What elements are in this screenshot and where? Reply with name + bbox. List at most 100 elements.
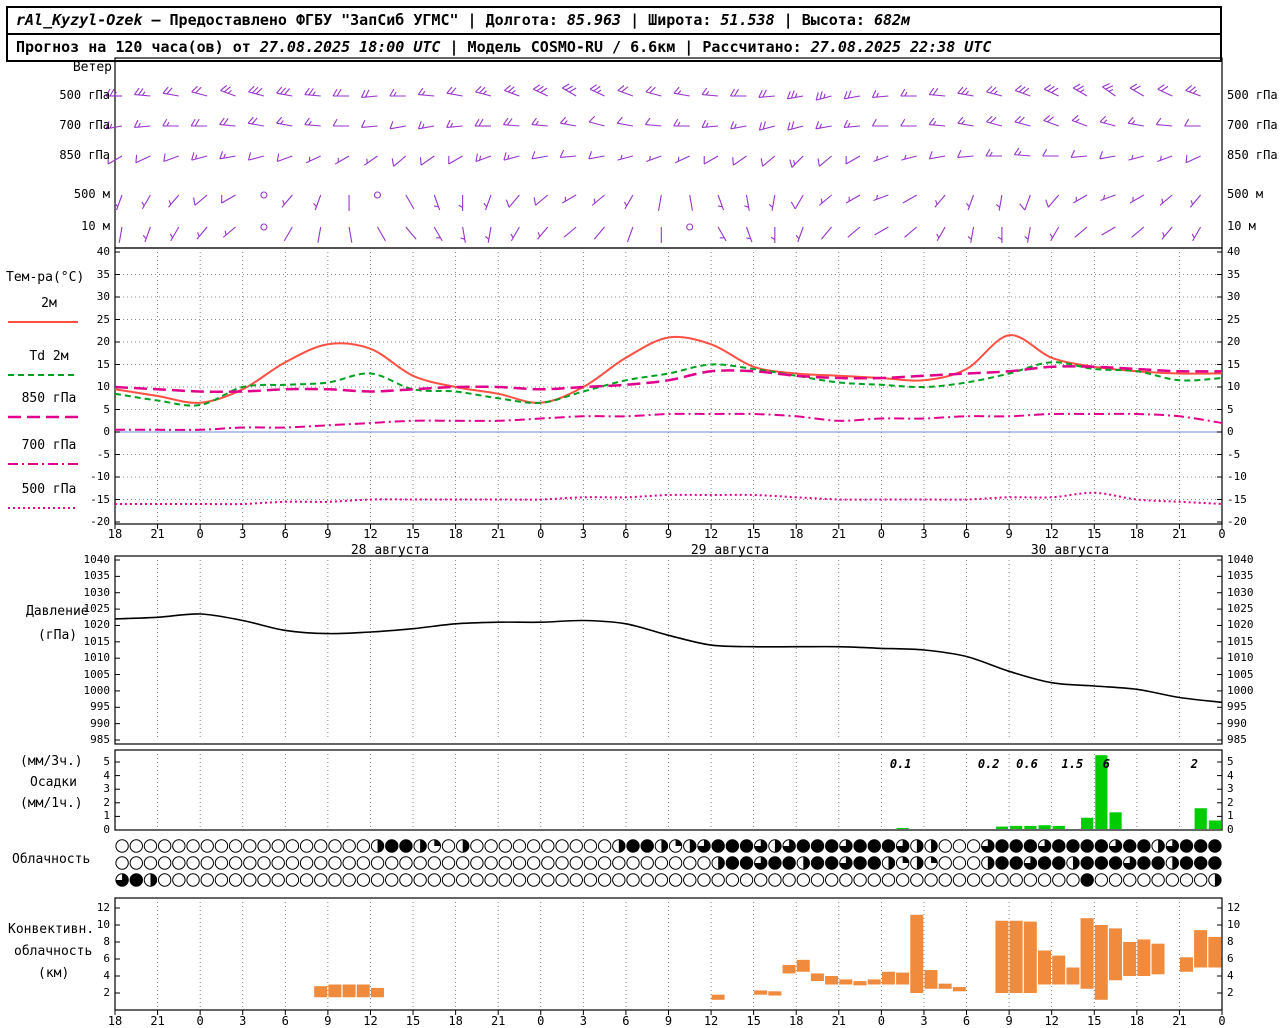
x-tick-label: 6: [613, 1014, 639, 1028]
precip-ytick-label: 1: [86, 809, 110, 822]
precip-ytick-label: 3: [1227, 782, 1234, 795]
wind-level-label: 10 м: [1227, 219, 1256, 233]
wind-level-label: 500 м: [1227, 187, 1263, 201]
x-tick-label: 18: [102, 527, 128, 541]
pressure-ytick-label: 1040: [72, 553, 110, 566]
temp-ytick-label: 35: [76, 268, 110, 281]
pressure-ytick-label: 1000: [1227, 684, 1254, 697]
date-label: 30 августа: [1015, 543, 1125, 558]
x-tick-label: 0: [187, 1014, 213, 1028]
x-tick-label: 21: [826, 1014, 852, 1028]
x-tick-label: 6: [272, 1014, 298, 1028]
temp-ytick-label: 35: [1227, 268, 1240, 281]
precip-bars: [897, 755, 1221, 829]
conv-label-line2: облачность: [14, 944, 92, 959]
temp-ytick-label: -15: [1227, 493, 1247, 506]
x-tick-label: 3: [230, 1014, 256, 1028]
legend-item-label: 850 гПа: [2, 391, 96, 406]
x-tick-label: 9: [996, 1014, 1022, 1028]
date-label: 29 августа: [675, 543, 785, 558]
conv-ytick-label: 12: [1227, 901, 1240, 914]
pressure-ytick-label: 990: [1227, 717, 1247, 730]
temp-ytick-label: 40: [1227, 245, 1240, 258]
conv-ytick-label: 2: [82, 986, 110, 999]
wind-level-label: 500 м: [40, 187, 110, 201]
pressure-ytick-label: 1010: [1227, 651, 1254, 664]
x-tick-label: 12: [1039, 1014, 1065, 1028]
wind-level-label: 500 гПа: [40, 88, 110, 102]
x-tick-label: 15: [741, 527, 767, 541]
x-tick-label: 0: [868, 527, 894, 541]
x-tick-label: 21: [826, 527, 852, 541]
pressure-ytick-label: 985: [1227, 733, 1247, 746]
legend-item-label: 2м: [2, 296, 96, 311]
temp-ytick-label: 5: [1227, 403, 1234, 416]
x-tick-label: 0: [1209, 527, 1235, 541]
x-tick-label: 0: [187, 527, 213, 541]
x-tick-label: 18: [443, 1014, 469, 1028]
series-850 гПа: [115, 366, 1222, 391]
x-tick-label: 3: [570, 1014, 596, 1028]
conv-ytick-label: 4: [82, 969, 110, 982]
x-tick-label: 21: [485, 527, 511, 541]
temp-ytick-label: -10: [1227, 470, 1247, 483]
precip-sum-label: 2: [1191, 757, 1198, 771]
precip-ytick-label: 5: [1227, 755, 1234, 768]
conv-ytick-label: 6: [1227, 952, 1234, 965]
precip-ytick-label: 5: [86, 755, 110, 768]
pressure-ytick-label: 1035: [72, 569, 110, 582]
x-tick-label: 21: [145, 527, 171, 541]
temp-ytick-label: 25: [76, 313, 110, 326]
conv-ytick-label: 2: [1227, 986, 1234, 999]
x-tick-label: 15: [1081, 1014, 1107, 1028]
x-tick-label: 18: [102, 1014, 128, 1028]
precip-ytick-label: 0: [1227, 823, 1234, 836]
conv-ytick-label: 8: [1227, 935, 1234, 948]
precip-label-line2: Осадки: [30, 775, 77, 790]
pressure-ytick-label: 1025: [72, 602, 110, 615]
precip-ytick-label: 2: [1227, 796, 1234, 809]
x-tick-label: 21: [485, 1014, 511, 1028]
temp-ytick-label: 10: [1227, 380, 1240, 393]
x-tick-label: 21: [1166, 1014, 1192, 1028]
pressure-ytick-label: 1030: [72, 586, 110, 599]
x-tick-label: 12: [357, 527, 383, 541]
pressure-ytick-label: 1015: [1227, 635, 1254, 648]
precip-label-line1: (мм/3ч.): [20, 754, 83, 769]
pressure-ytick-label: 1005: [1227, 668, 1254, 681]
precip-sum-label: 0.6: [1016, 757, 1038, 771]
precip-ytick-label: 2: [86, 796, 110, 809]
x-tick-label: 15: [741, 1014, 767, 1028]
x-tick-label: 6: [954, 527, 980, 541]
x-tick-label: 9: [315, 1014, 341, 1028]
cloud-cover-rows: [116, 840, 1221, 886]
x-tick-label: 15: [400, 1014, 426, 1028]
conv-ytick-label: 4: [1227, 969, 1234, 982]
pressure-ytick-label: 995: [1227, 700, 1247, 713]
wind-level-label: 700 гПа: [1227, 118, 1278, 132]
convective-bars: [314, 915, 1221, 1000]
temp-panel-title: Тем-ра(°C): [6, 270, 84, 285]
temp-ytick-label: 20: [76, 335, 110, 348]
legend-item-label: Td 2м: [2, 349, 96, 364]
wind-level-label: 500 гПа: [1227, 88, 1278, 102]
precip-sum-label: 1.5: [1062, 757, 1084, 771]
x-tick-label: 18: [1124, 527, 1150, 541]
temp-ytick-label: 15: [1227, 358, 1240, 371]
pressure-ytick-label: 1040: [1227, 553, 1254, 566]
x-tick-label: 18: [783, 1014, 809, 1028]
pressure-ytick-label: 990: [72, 717, 110, 730]
cloud-panel-title: Облачность: [12, 852, 90, 867]
series-500 гПа: [115, 493, 1222, 504]
conv-ytick-label: 6: [82, 952, 110, 965]
pressure-ytick-label: 1030: [1227, 586, 1254, 599]
precip-label-line3: (мм/1ч.): [20, 796, 83, 811]
precip-ytick-label: 1: [1227, 809, 1234, 822]
x-tick-label: 12: [1039, 527, 1065, 541]
pressure-ytick-label: 1000: [72, 684, 110, 697]
x-tick-label: 9: [656, 527, 682, 541]
legend-item-label: 700 гПа: [2, 438, 96, 453]
x-tick-label: 0: [528, 527, 554, 541]
